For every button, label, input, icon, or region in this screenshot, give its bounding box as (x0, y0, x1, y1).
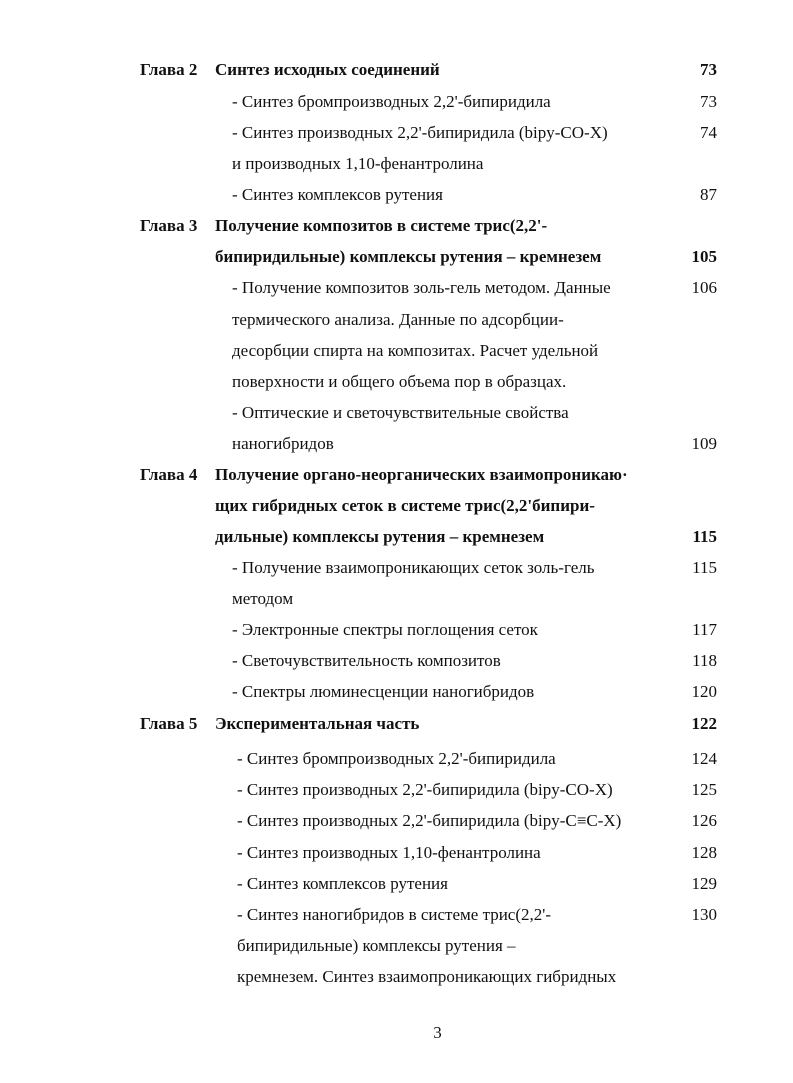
chapter-title-cont: щих гибридных сеток в системе трис(2,2'б… (215, 496, 595, 515)
chapter-page: 115 (692, 527, 717, 546)
toc-page: 129 (691, 874, 718, 893)
toc-page: 130 (691, 905, 718, 924)
toc-page: 120 (691, 682, 718, 701)
toc-item: - Синтез наногибридов в системе трис(2,2… (237, 905, 551, 924)
toc-item: - Синтез производных 2,2'-бипиридила (bi… (237, 780, 613, 799)
toc-item-cont: бипиридильные) комплексы рутения – (237, 936, 516, 955)
toc-page: 87 (700, 185, 717, 204)
chapter-title: Получение композитов в системе трис(2,2'… (215, 216, 548, 235)
toc-item: - Электронные спектры поглощения сеток (232, 620, 538, 639)
toc-page: 74 (700, 123, 717, 142)
toc-item: - Синтез комплексов рутения (237, 874, 448, 893)
toc-item: - Спектры люминесценции наногибридов (232, 682, 535, 701)
chapter-title-cont: дильные) комплексы рутения – кремнезем (215, 527, 545, 546)
page-number: 3 (433, 1023, 442, 1042)
chapter-label: Глава 2 (140, 60, 198, 79)
chapter-title: Получение органо-неорганических взаимопр… (215, 465, 628, 484)
toc-item: - Синтез комплексов рутения (232, 185, 443, 204)
chapter-page: 105 (691, 247, 718, 266)
toc-page: 115 (692, 558, 717, 577)
toc-page: 128 (691, 843, 718, 862)
toc-item-cont: наногибридов (232, 434, 334, 453)
chapter-page: 122 (691, 714, 718, 733)
toc-item: - Светочувствительность композитов (232, 651, 501, 670)
chapter-label: Глава 5 (140, 714, 198, 733)
chapter-title: Экспериментальная часть (215, 714, 420, 733)
toc-item-cont: поверхности и общего объема пор в образц… (232, 372, 567, 391)
toc-item-cont: термического анализа. Данные по адсорбци… (232, 310, 564, 329)
chapter-page: 73 (700, 60, 717, 79)
toc-item: - Оптические и светочувствительные свойс… (232, 403, 569, 422)
toc-item: - Синтез производных 2,2'-бипиридила (bi… (232, 123, 608, 142)
chapter-title-cont: бипиридильные) комплексы рутения – кремн… (215, 247, 602, 266)
toc-page: 106 (691, 278, 718, 297)
toc-page: 109 (691, 434, 718, 453)
toc-item: - Получение композитов золь-гель методом… (232, 278, 611, 297)
chapter-title: Синтез исходных соединений (215, 60, 440, 79)
toc-page: 124 (691, 749, 718, 768)
chapter-label: Глава 3 (140, 216, 198, 235)
toc-item: - Синтез бромпроизводных 2,2'-бипиридила (232, 92, 551, 111)
toc-item-cont: и производных 1,10-фенантролина (232, 154, 484, 173)
toc-page: 125 (691, 780, 718, 799)
toc-item-cont: кремнезем. Синтез взаимопроникающих гибр… (237, 967, 617, 986)
toc-page: 73 (700, 92, 717, 111)
toc-page: 126 (691, 811, 718, 830)
toc-item: - Синтез производных 1,10-фенантролина (237, 843, 541, 862)
toc-page: 118 (692, 651, 717, 670)
toc-item: - Синтез бромпроизводных 2,2'-бипиридила (237, 749, 556, 768)
toc-page: 117 (692, 620, 717, 639)
toc-item-cont: десорбции спирта на композитах. Расчет у… (232, 341, 599, 360)
toc-item: - Получение взаимопроникающих сеток золь… (232, 558, 595, 577)
chapter-label: Глава 4 (140, 465, 198, 484)
toc-item: - Синтез производных 2,2'-бипиридила (bi… (237, 811, 622, 830)
toc-item-cont: методом (232, 589, 294, 608)
